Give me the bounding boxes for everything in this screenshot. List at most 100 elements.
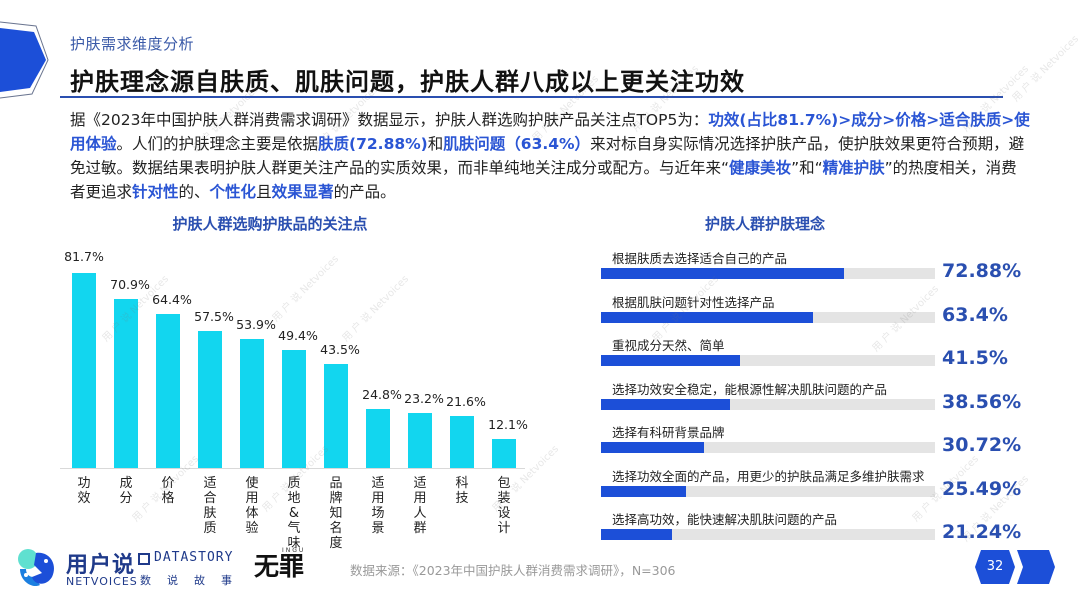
hbar-label: 选择功效安全稳定，能根源性解决肌肤问题的产品 <box>612 381 888 397</box>
hbar-chart-title: 护肤人群护肤理念 <box>704 215 825 233</box>
intro-highlight: 功效(占比81.7%)>成分>价格>适合肤质>使用体验 <box>70 111 1030 153</box>
bar <box>366 408 390 468</box>
bar-value-label: 81.7% <box>64 249 104 264</box>
page-badge-hexagon-icon <box>975 550 1055 584</box>
hbar-label: 根据肌肤问题针对性选择产品 <box>612 294 775 310</box>
bar-category-label: 品牌知名度 <box>329 476 343 551</box>
bar-value-label: 43.5% <box>320 342 360 358</box>
datastory-logo-en: DATASTORY <box>154 550 234 565</box>
intro-highlight: 肤质(72.88%) <box>318 135 428 153</box>
hbar-value: 25.49% <box>942 477 1022 500</box>
bar-value-label: 64.4% <box>152 292 192 308</box>
hbar-row: 选择有科研背景品牌 30.72% <box>600 422 1040 462</box>
intro-highlight: 精准护肤 <box>822 159 885 177</box>
bar-category-label: 使用体验 <box>245 476 259 536</box>
hbar-fill <box>601 442 704 453</box>
hbar-track <box>601 442 935 453</box>
hbar-track <box>601 529 935 540</box>
title-underline <box>60 96 463 98</box>
hbar-row: 选择功效全面的产品，用更少的护肤品满足多维护肤需求 25.49% <box>600 466 1040 506</box>
hbar-fill <box>601 529 672 540</box>
hbar-value: 30.72% <box>942 434 1022 456</box>
bar <box>492 439 516 468</box>
intro-highlight: 个性化 <box>209 183 257 201</box>
bar-category-label: 适用场景 <box>371 476 385 536</box>
hbar-row: 重视成分天然、简单 41.5% <box>600 335 1040 375</box>
intro-text: 且 <box>256 183 272 201</box>
intro-text: 和 <box>427 135 444 153</box>
data-source-note: 数据来源：《2023年中国护肤人群消费需求调研》，N=306 <box>350 563 676 578</box>
hbar-row: 选择功效安全稳定，能根源性解决肌肤问题的产品 38.56% <box>600 379 1040 419</box>
netvoices-logo-en: NETVOICES <box>66 575 138 588</box>
bar <box>72 273 96 468</box>
bar-category-label: 包装设计 <box>497 476 511 536</box>
hbar-value: 72.88% <box>942 260 1022 282</box>
bar-category-label: 适合肤质 <box>203 476 217 536</box>
hbar-label: 重视成分天然、简单 <box>612 338 725 353</box>
bar <box>114 298 138 468</box>
bar <box>156 314 180 468</box>
hbar-label: 根据肤质去选择适合自己的产品 <box>612 251 788 266</box>
bar-category-label: 适用人群 <box>413 476 427 536</box>
focus-points-bar-chart: 81.7% 功效 70.9% 成分 64.4% 价格 57.5% 适合肤质 53.9% 使用体验 4… <box>60 240 530 551</box>
intro-text: 的产品。 <box>333 183 396 201</box>
page-title: 护肤理念源自肤质、肌肤问题，护肤人群八成以上更关注功效 <box>70 68 745 96</box>
hbar-track <box>601 355 935 366</box>
bar-category-label: 价格 <box>161 476 175 506</box>
bar-value-label: 53.9% <box>236 317 276 333</box>
bar <box>240 339 264 468</box>
intro-highlight: 肌肤问题（63.4%） <box>443 135 591 153</box>
datastory-logo-cn: 数说故事 <box>140 574 248 587</box>
intro-highlight: 效果显著 <box>271 183 334 201</box>
hbar-fill <box>601 311 813 323</box>
hbar-track <box>601 398 935 410</box>
intro-text: 的、 <box>178 183 210 201</box>
title-underline-extension <box>463 96 1003 98</box>
netvoices-logo-icon <box>18 549 55 587</box>
bar-value-label: 24.8% <box>362 386 402 402</box>
hbar-fill <box>601 398 730 410</box>
netvoices-logo-cn: 用户说 <box>66 553 136 578</box>
bar-category-label: 质地&气味 <box>287 476 301 551</box>
bar-category-label: 功效 <box>77 476 91 506</box>
bar-value-label: 49.4% <box>278 328 318 344</box>
intro-highlight: 针对性 <box>132 183 179 201</box>
hbar-label: 选择有科研背景品牌 <box>612 425 725 440</box>
bar-value-label: 57.5% <box>194 308 234 324</box>
bar <box>324 364 348 468</box>
hbar-row: 根据肌肤问题针对性选择产品 63.4% <box>600 292 1040 332</box>
bar <box>450 416 474 468</box>
bar <box>282 350 306 468</box>
intro-text: 。人们的护肤理念主要是依据 <box>116 135 319 153</box>
hbar-row: 选择高功效，能快速解决肌肤问题的产品 21.24% <box>600 509 1040 549</box>
hbar-track <box>601 311 935 323</box>
skincare-concept-hbar-chart: 根据肤质去选择适合自己的产品 72.88% 根据肌肤问题针对性选择产品 63.4% 重视… <box>600 240 1040 543</box>
hbar-value: 41.5% <box>942 347 1008 369</box>
intro-text: 来对标自身实际情况选择护肤产品，使护肤效果更符合预期，避免过敏。数据结果表明护肤… <box>70 135 1025 177</box>
intro-highlight: 健康美妆 <box>729 159 792 177</box>
bar-value-label: 23.2% <box>404 390 444 406</box>
bar-category-label: 成分 <box>119 476 133 506</box>
page-number: 32 <box>986 559 1004 574</box>
wuzui-logo: 无罪 <box>254 552 305 581</box>
bar-value-label: 70.9% <box>110 276 150 292</box>
wuzui-logo-small: INGU <box>282 547 306 554</box>
bar <box>408 412 432 468</box>
page-number-badge: 32 <box>975 550 1055 584</box>
hbar-row: 根据肤质去选择适合自己的产品 72.88% <box>600 248 1040 288</box>
hbar-label: 选择功效全面的产品，用更少的护肤品满足多维护肤需求 <box>612 468 925 484</box>
hbar-value: 38.56% <box>942 390 1022 413</box>
intro-text: 据《2023年中国护肤人群消费需求调研》数据显示，护肤人群选购护肤产品关注点TO… <box>70 111 709 129</box>
hbar-track <box>601 268 935 279</box>
intro-paragraph: 据《2023年中国护肤人群消费需求调研》数据显示，护肤人群选购护肤产品关注点TO… <box>70 108 1030 204</box>
hbar-value: 21.24% <box>942 521 1022 543</box>
bar-category-label: 科技 <box>455 476 469 506</box>
hbar-fill <box>601 355 740 366</box>
hbar-fill <box>601 268 845 279</box>
corner-hexagon-icon <box>0 21 49 99</box>
hbar-fill <box>601 485 687 497</box>
x-axis-line <box>60 468 525 469</box>
bar-value-label: 12.1% <box>488 417 528 433</box>
bar-chart-title: 护肤人群选购护肤品的关注点 <box>172 215 368 233</box>
footer-logos: 用户说 NETVOICES DATASTORY 数说故事 无罪 INGU <box>10 545 340 593</box>
